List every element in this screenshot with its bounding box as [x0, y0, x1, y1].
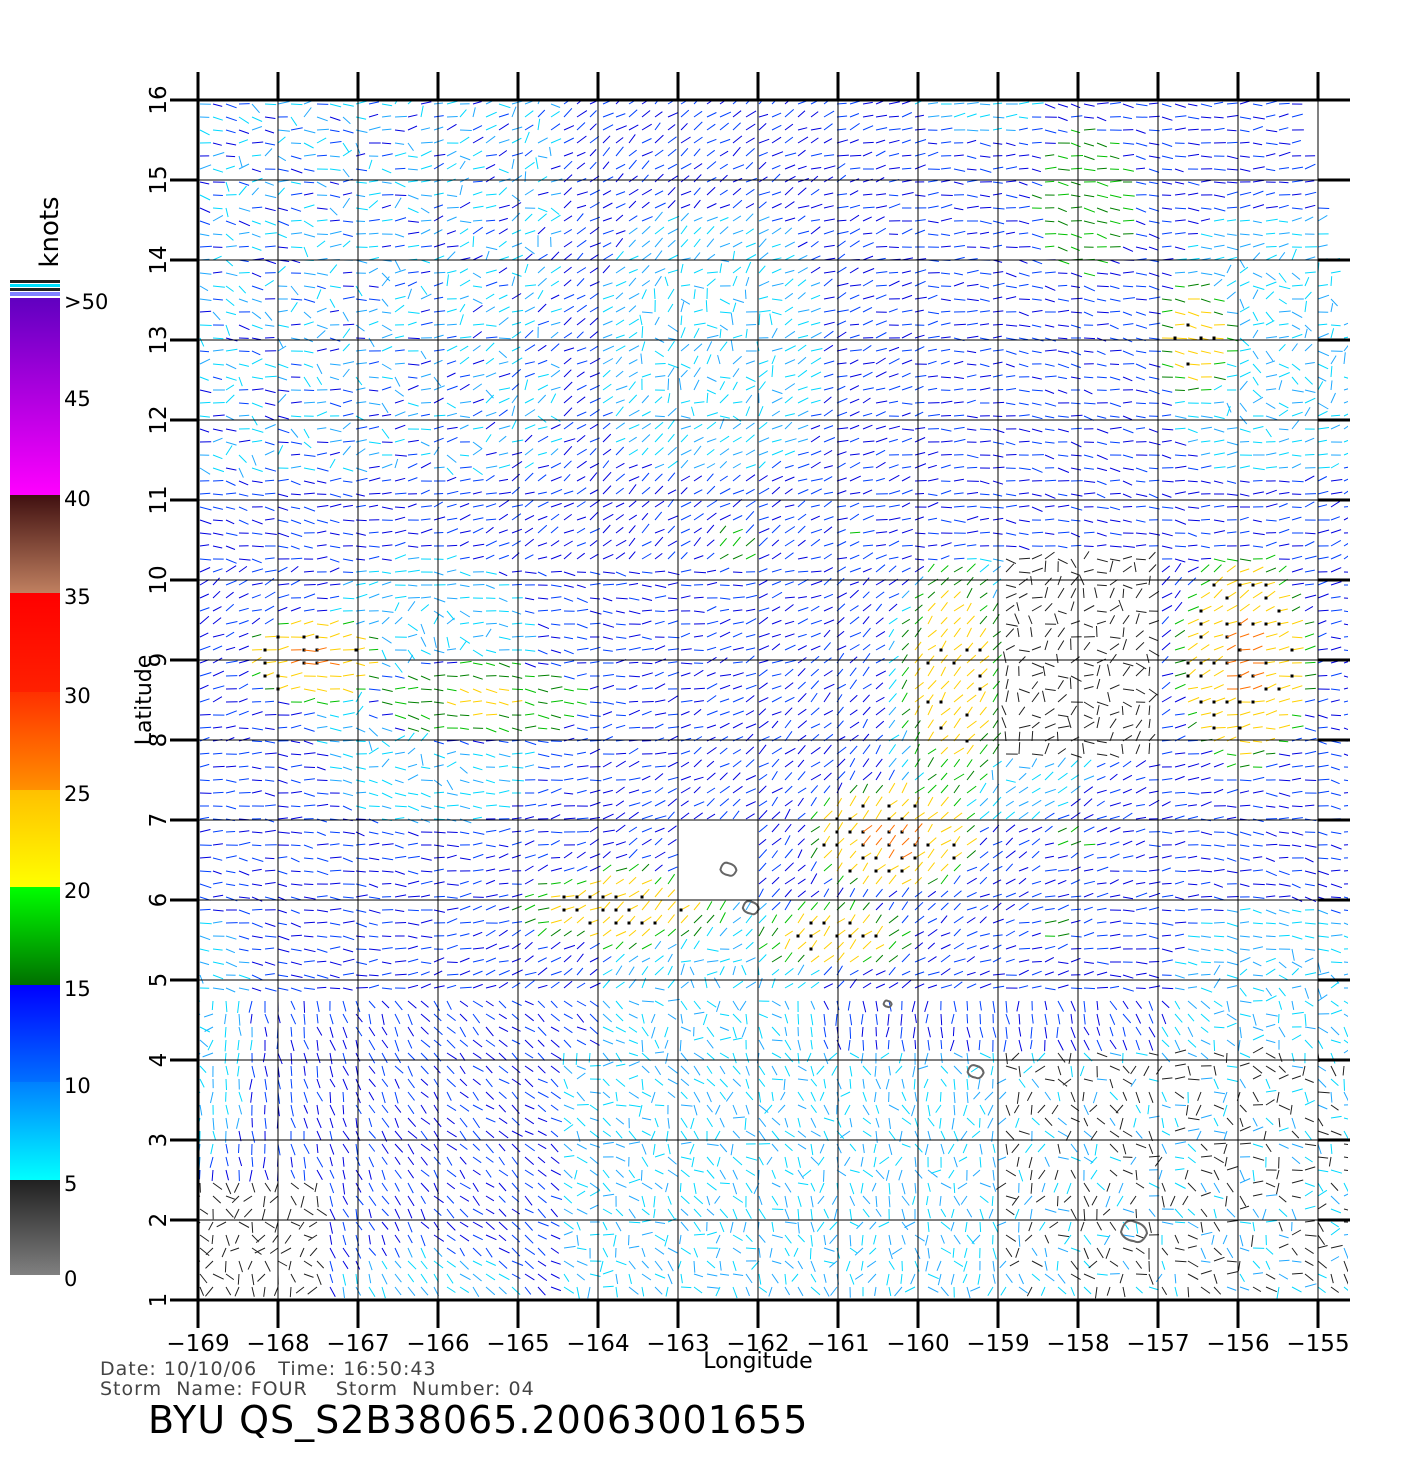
longitude-tick-label: −169: [166, 1331, 229, 1357]
y-axis-label: Latitude: [132, 655, 157, 746]
longitude-tick-label: −167: [326, 1331, 389, 1357]
longitude-tick-label: −158: [1046, 1331, 1109, 1357]
island-outline: [966, 1064, 985, 1080]
colorbar-band: [10, 887, 60, 985]
longitude-tick-label: −166: [406, 1331, 469, 1357]
latitude-tick-label: 11: [146, 485, 172, 514]
colorbar-band: [10, 692, 60, 790]
latitude-tick-label: 16: [146, 85, 172, 114]
colorbar-tick-label: 25: [64, 782, 91, 806]
longitude-tick-label: −157: [1126, 1331, 1189, 1357]
colorbar-tick-label: 35: [64, 585, 91, 609]
latitude-tick-label: 7: [146, 813, 172, 828]
latitude-tick-label: 4: [146, 1053, 172, 1068]
colorbar-unit-label: knots: [35, 196, 65, 267]
latitude-tick-label: 8: [146, 733, 172, 748]
longitude-tick-label: −159: [966, 1331, 1029, 1357]
latitude-tick-label: 10: [146, 565, 172, 594]
colorbar-band: [10, 593, 60, 692]
latitude-tick-label: 2: [146, 1213, 172, 1228]
latitude-tick-label: 14: [146, 245, 172, 274]
longitude-tick-label: −155: [1286, 1331, 1349, 1357]
latitude-tick-label: 5: [146, 973, 172, 988]
island-outline: [719, 861, 738, 877]
latitude-tick-label: 6: [146, 893, 172, 908]
longitude-tick-label: −164: [566, 1331, 629, 1357]
colorbar-tick-label: 0: [64, 1267, 77, 1291]
map-grid: [170, 72, 1350, 1328]
longitude-tick-label: −165: [486, 1331, 549, 1357]
colorbar-tick-label: 40: [64, 487, 91, 511]
colorbar-band: [10, 790, 60, 887]
colorbar-band: [10, 495, 60, 593]
land-outlines: [719, 861, 1149, 1244]
wind-vectors: [198, 100, 1348, 1299]
longitude-tick-label: −163: [646, 1331, 709, 1357]
longitude-tick-label: −168: [246, 1331, 309, 1357]
colorbar-band: [10, 1180, 60, 1275]
colorbar-band: [10, 298, 60, 495]
island-outline: [741, 900, 760, 916]
longitude-tick-label: −161: [806, 1331, 869, 1357]
colorbar-tick-label: 10: [64, 1074, 91, 1098]
latitude-tick-label: 1: [146, 1293, 172, 1308]
x-axis-label: Longitude: [703, 1349, 812, 1374]
colorbar-tick-label: 45: [64, 387, 91, 411]
latitude-tick-label: 13: [146, 325, 172, 354]
longitude-tick-label: −162: [726, 1331, 789, 1357]
longitude-tick-label: −160: [886, 1331, 949, 1357]
latitude-tick-label: 3: [146, 1133, 172, 1148]
longitude-tick-label: −156: [1206, 1331, 1269, 1357]
colorbar-tick-label: 5: [64, 1172, 77, 1196]
colorbar-tick-label: 15: [64, 977, 91, 1001]
latitude-tick-label: 12: [146, 405, 172, 434]
colorbar-tick-label: 30: [64, 684, 91, 708]
colorbar-band: [10, 985, 60, 1082]
island-outline: [882, 999, 893, 1009]
storm-info-line: Storm Name: FOUR Storm Number: 04: [100, 1378, 535, 1400]
date-time-line: Date: 10/10/06 Time: 16:50:43: [100, 1358, 437, 1380]
colorbar-tick-label: >50: [64, 290, 108, 314]
colorbar-tick-label: 20: [64, 879, 91, 903]
product-title: BYU QS_S2B38065.20063001655: [148, 1398, 809, 1442]
colorbar: 0 5 10 15 20 25 30 35 40 45 >50: [10, 280, 108, 1291]
latitude-tick-label: 9: [146, 653, 172, 668]
wind-map: −169 −168 −167 −166 −165 −164 −163 −162 −161 −160…: [10, 72, 1350, 1374]
island-outline: [1119, 1219, 1149, 1244]
longitude-tick-labels: −169 −168 −167 −166 −165 −164 −163 −162 −161 −160…: [166, 1331, 1349, 1357]
latitude-tick-label: 15: [146, 165, 172, 194]
colorbar-band: [10, 1082, 60, 1180]
